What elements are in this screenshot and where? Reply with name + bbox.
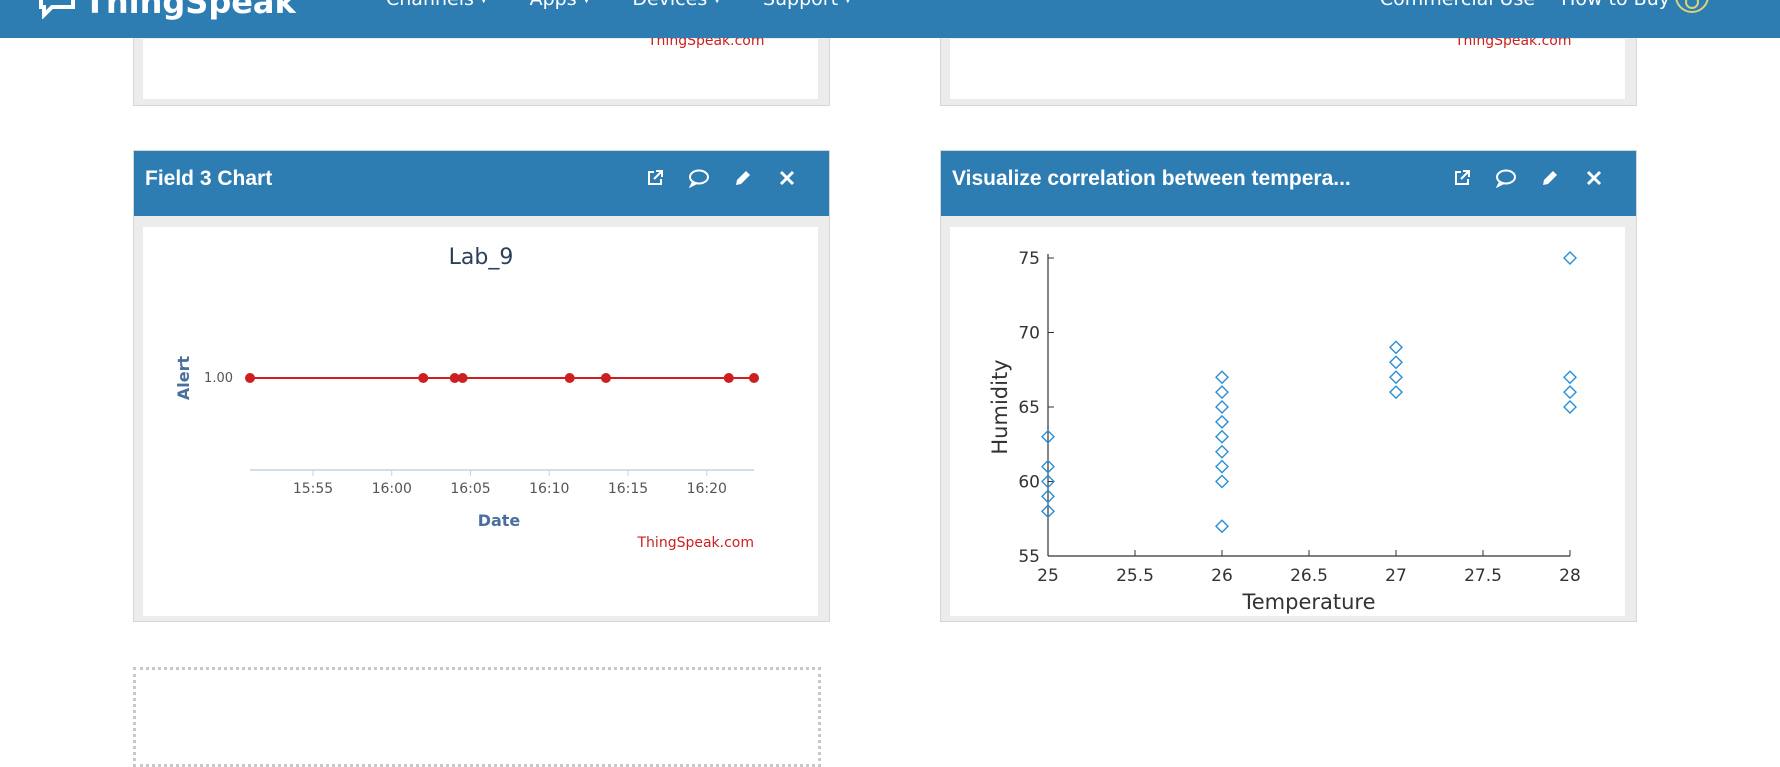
scatter-point [1389,385,1403,400]
scatter-point [1563,385,1577,400]
nav-right: Commercial Use How to Buy [1380,0,1670,10]
top-right-panel-body: ThingSpeak.com [950,33,1625,99]
thingspeak-credit: ThingSpeak.com [637,535,755,551]
x-axis-label: Date [478,511,521,530]
chevron-down-icon: ▼ [480,0,488,5]
data-point [600,373,611,383]
panel-body: 55 60 65 70 75 25 25.5 26 26.5 27 27.5 28 Humidity Te… [950,227,1625,616]
data-point [245,373,255,383]
comment-icon[interactable] [688,167,710,189]
chart-title: Lab_9 [449,245,514,270]
x-tick-label: 25 [1037,566,1059,586]
scatter-point [1215,414,1229,429]
x-tick-label: 16:15 [608,481,648,497]
chevron-down-icon: ▼ [844,0,852,5]
scatter-point [1215,519,1229,534]
scatter-point [1215,429,1229,444]
external-link-icon[interactable] [1451,167,1473,189]
data-point [564,373,575,383]
nav-apps[interactable]: Apps ▼ [530,0,591,10]
pencil-icon[interactable] [1539,167,1561,189]
close-icon[interactable] [776,167,798,189]
scatter-point [1041,429,1055,444]
chevron-down-icon: ▼ [583,0,591,5]
data-point [723,373,734,383]
panel-title: Visualize correlation between tempera... [952,167,1351,190]
y-axis-label: Humidity [988,359,1012,454]
nav-support-label: Support [763,0,838,10]
add-widget-placeholder[interactable] [133,667,821,767]
brand-name: ThingSpeak [84,0,296,21]
chevron-down-icon: ▼ [713,0,721,5]
x-tick-label: 16:05 [450,481,490,497]
field3-line-chart: Lab_9 Alert 1.00 15:55 16:00 16:05 16:10 16:15 1… [174,245,759,551]
scatter-point [1389,355,1403,370]
data-point [418,373,429,383]
field3-chart-panel: Field 3 Chart Lab_9 Alert 1.00 15:55 16:00 16… [133,150,830,622]
y-tick-label: 65 [1018,398,1040,418]
panel-body: Lab_9 Alert 1.00 15:55 16:00 16:05 16:10 16:15 1… [143,227,818,616]
pencil-icon[interactable] [732,167,754,189]
top-navbar: ThingSpeak Channels ▼ Apps ▼ Devices ▼ S… [0,0,1780,38]
nav-devices[interactable]: Devices ▼ [632,0,721,10]
scatter-point [1563,400,1577,414]
nav-channels[interactable]: Channels ▼ [386,0,488,10]
thingspeak-logo[interactable]: ThingSpeak [38,0,296,21]
top-left-panel-body: ThingSpeak.com [143,33,818,99]
panel-header: Field 3 Chart [134,151,829,216]
y-tick-label: 1.00 [204,371,233,386]
scatter-point [1215,459,1229,474]
y-tick-label: 60 [1018,473,1040,493]
scatter-point [1389,340,1403,355]
main-nav: Channels ▼ Apps ▼ Devices ▼ Support ▼ [386,0,894,10]
scatter-point [1563,370,1577,385]
x-tick-label: 27.5 [1464,566,1502,586]
scatter-point [1215,474,1229,489]
x-tick-label: 27 [1385,566,1407,586]
correlation-scatter-chart: 55 60 65 70 75 25 25.5 26 26.5 27 27.5 28 Humidity Te… [988,249,1581,614]
scatter-point [1215,444,1229,459]
scatter-point [1041,459,1055,474]
scatter-point [1215,400,1229,414]
y-tick-label: 70 [1018,324,1040,344]
data-point [749,373,759,383]
nav-channels-label: Channels [386,0,474,10]
nav-apps-label: Apps [530,0,577,10]
user-avatar-icon[interactable] [1672,0,1712,14]
panel-tools [644,167,798,189]
panel-title: Field 3 Chart [145,167,273,190]
scatter-point [1215,385,1229,400]
close-icon[interactable] [1583,167,1605,189]
nav-how-to-buy[interactable]: How to Buy [1561,0,1670,10]
external-link-icon[interactable] [644,167,666,189]
panel-header: Visualize correlation between tempera... [941,151,1636,216]
y-axis-label: Alert [174,356,193,401]
x-tick-label: 28 [1559,566,1581,586]
scatter-point [1215,370,1229,385]
data-point [449,373,460,383]
nav-devices-label: Devices [632,0,707,10]
y-tick-label: 75 [1018,249,1040,269]
x-tick-label: 15:55 [293,481,333,497]
data-point [457,373,468,383]
scatter-point [1041,504,1055,519]
x-tick-label: 16:20 [687,481,727,497]
x-tick-label: 16:00 [372,481,412,497]
x-tick-label: 26 [1211,566,1233,586]
x-tick-label: 26.5 [1290,566,1328,586]
correlation-panel: Visualize correlation between tempera...… [940,150,1637,622]
comment-icon[interactable] [1495,167,1517,189]
x-tick-label: 16:10 [529,481,569,497]
scatter-point [1041,474,1055,489]
panel-tools [1451,167,1605,189]
nav-support[interactable]: Support ▼ [763,0,852,10]
x-tick-label: 25.5 [1116,566,1154,586]
scatter-point [1041,489,1055,504]
y-tick-label: 55 [1018,547,1040,567]
x-axis-label: Temperature [1241,590,1375,614]
nav-commercial-use[interactable]: Commercial Use [1380,0,1535,10]
scatter-point [1563,251,1577,265]
scatter-point [1389,370,1403,385]
chat-bubble-logo-icon [39,0,75,19]
